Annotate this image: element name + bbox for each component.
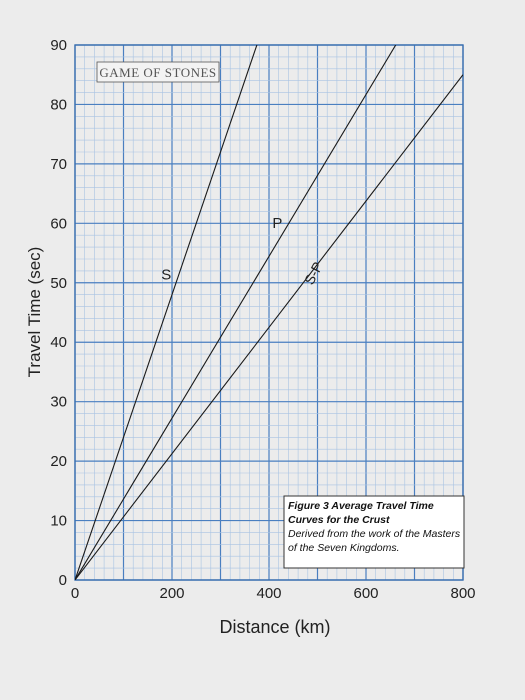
series-line-s-p [75,74,463,580]
figure-caption: Figure 3 Average Travel Time Curves for … [283,495,465,569]
y-tick-label: 70 [50,156,67,173]
y-tick-label: 10 [50,513,67,530]
tick-labels: 0 200 400 600 800 0 10 20 30 40 50 60 70 80 90 [50,37,475,602]
logo: GAME OF STONES [96,61,220,83]
plot-frame [74,44,464,581]
y-tick-label: 0 [59,572,67,589]
y-tick-label: 40 [50,334,67,351]
logo-box [96,61,220,83]
x-tick-label: 800 [450,585,475,602]
y-tick-label: 80 [50,96,67,113]
series-line-s [75,45,258,580]
y-tick-label: 60 [50,215,67,232]
y-tick-label: 30 [50,394,67,411]
x-tick-label: 0 [71,585,79,602]
y-tick-label: 20 [50,453,67,470]
series-lines [75,45,463,580]
axes [74,44,464,581]
y-axis-title: Travel Time (sec) [25,247,44,378]
series-line-p [75,45,397,580]
caption-box [283,495,465,569]
logo-text: GAME OF STONES [99,65,216,80]
x-tick-label: 400 [256,585,281,602]
caption-body: Derived from the work of the Masters of … [288,528,461,554]
x-tick-label: 600 [353,585,378,602]
series-label-p: P [272,215,282,232]
series-label-s: S [161,266,171,283]
caption-title: Figure 3 Average Travel Time Curves for … [288,500,434,526]
x-axis-title: Distance (km) [219,617,330,637]
y-tick-label: 50 [50,275,67,292]
x-tick-label: 200 [159,585,184,602]
y-tick-label: 90 [50,37,67,54]
